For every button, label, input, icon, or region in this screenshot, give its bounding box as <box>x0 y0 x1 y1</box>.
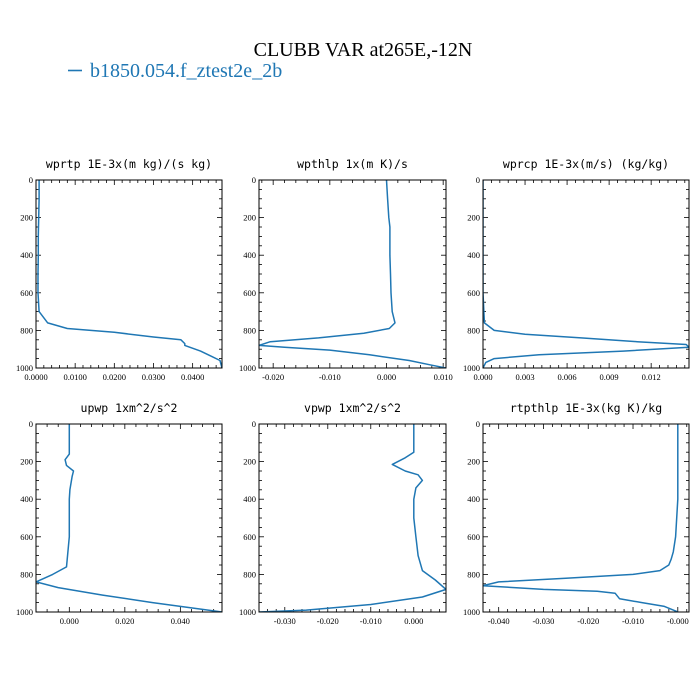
subplot-title: wpthlp 1x(m K)/s <box>297 157 408 171</box>
x-tick-label: 0.000 <box>404 616 423 626</box>
subplot-2: wpthlp 1x(m K)/s 0 200 400 600 800 1000 -0.020 -… <box>239 157 453 382</box>
y-tick-label: 200 <box>20 213 33 223</box>
subplot-title: vpwp 1xm^2/s^2 <box>304 401 401 415</box>
x-tick-label: 0.020 <box>115 616 134 626</box>
series-line-1 <box>36 424 222 612</box>
y-tick-label: 0 <box>476 175 480 185</box>
subplot-3: wprcp 1E-3x(m/s) (kg/kg) 0 200 400 600 800 100… <box>463 157 690 382</box>
x-tick-label: 0.009 <box>600 372 619 382</box>
subplot-title: upwp 1xm^2/s^2 <box>81 401 178 415</box>
x-tick-label: -0.010 <box>622 616 644 626</box>
y-tick-label: 0 <box>476 419 480 429</box>
y-tick-label: 200 <box>467 213 480 223</box>
series-line-1 <box>483 424 679 612</box>
legend-label: b1850.054.f_ztest2e_2b <box>90 60 282 82</box>
y-tick-label: 0 <box>252 419 256 429</box>
y-tick-label: 400 <box>20 494 33 504</box>
y-tick-label: 200 <box>20 457 33 467</box>
y-tick-label: 0 <box>29 419 33 429</box>
y-tick-label: 1000 <box>463 363 480 373</box>
x-tick-label: 0.0000 <box>24 372 47 382</box>
x-tick-label: -0.040 <box>488 616 510 626</box>
y-tick-label: 600 <box>20 288 33 298</box>
y-tick-label: 200 <box>243 213 256 223</box>
x-tick-label: 0.010 <box>434 372 453 382</box>
x-tick-label: -0.010 <box>360 616 382 626</box>
subplot-5: vpwp 1xm^2/s^2 0 200 400 600 800 1000 -0.030 -0.… <box>239 401 447 626</box>
y-tick-label: 0 <box>29 175 33 185</box>
series-line-1 <box>259 424 446 612</box>
legend: b1850.054.f_ztest2e_2b <box>68 60 282 82</box>
x-tick-label: 0.000 <box>473 372 492 382</box>
plot-frame <box>258 179 447 369</box>
y-tick-label: 400 <box>243 494 256 504</box>
y-tick-label: 400 <box>467 494 480 504</box>
series-line-1 <box>37 180 222 368</box>
y-tick-label: 1000 <box>239 607 256 617</box>
subplot-4: upwp 1xm^2/s^2 0 200 400 600 800 1000 0.000 0.02… <box>16 401 223 626</box>
y-tick-label: 200 <box>243 457 256 467</box>
series-line-1 <box>483 180 689 368</box>
y-tick-label: 400 <box>467 250 480 260</box>
y-tick-label: 800 <box>243 325 256 335</box>
x-tick-label: 0.012 <box>642 372 661 382</box>
plot-frame <box>482 179 690 369</box>
y-tick-label: 800 <box>243 569 256 579</box>
y-tick-label: 800 <box>467 325 480 335</box>
y-tick-label: 1000 <box>239 363 256 373</box>
series-line-1 <box>259 180 446 368</box>
y-tick-label: 1000 <box>16 607 33 617</box>
x-tick-label: -0.030 <box>274 616 296 626</box>
y-tick-label: 600 <box>243 532 256 542</box>
y-tick-label: 800 <box>20 325 33 335</box>
subplot-title: rtpthlp 1E-3x(kg K)/kg <box>510 401 662 415</box>
subplot-1: wprtp 1E-3x(m kg)/(s kg) 0 200 400 600 800 100… <box>16 157 223 382</box>
y-tick-label: 800 <box>467 569 480 579</box>
x-tick-label: 0.040 <box>171 616 190 626</box>
x-tick-label: 0.0100 <box>63 372 86 382</box>
y-tick-label: 600 <box>20 532 33 542</box>
x-tick-label: 0.000 <box>377 372 396 382</box>
x-tick-label: -0.030 <box>532 616 554 626</box>
plot-frame <box>35 179 223 369</box>
x-tick-label: -0.020 <box>317 616 339 626</box>
x-tick-label: 0.006 <box>558 372 577 382</box>
x-tick-label: 0.0300 <box>142 372 165 382</box>
y-tick-label: 1000 <box>463 607 480 617</box>
y-tick-label: 1000 <box>16 363 33 373</box>
x-tick-label: 0.0200 <box>103 372 126 382</box>
y-tick-label: 0 <box>252 175 256 185</box>
x-tick-label: -0.010 <box>319 372 341 382</box>
plot-frame <box>482 423 690 613</box>
subplot-6: rtpthlp 1E-3x(kg K)/kg02004006008001000-… <box>463 401 690 626</box>
plot-frame <box>35 423 223 613</box>
x-tick-label: 0.0400 <box>181 372 204 382</box>
y-tick-label: 600 <box>467 532 480 542</box>
x-tick-label: -0.020 <box>577 616 599 626</box>
y-tick-label: 800 <box>20 569 33 579</box>
subplot-grid: wprtp 1E-3x(m kg)/(s kg) 0 200 400 600 800 100… <box>16 157 690 626</box>
y-tick-label: 400 <box>20 250 33 260</box>
subplot-title: wprcp 1E-3x(m/s) (kg/kg) <box>503 157 669 171</box>
x-tick-label: -0.000 <box>667 616 689 626</box>
y-tick-label: 200 <box>467 457 480 467</box>
x-tick-label: -0.020 <box>262 372 284 382</box>
plot-frame <box>258 423 447 613</box>
y-tick-label: 600 <box>243 288 256 298</box>
x-tick-label: 0.003 <box>515 372 534 382</box>
x-tick-label: 0.000 <box>60 616 79 626</box>
y-tick-label: 400 <box>243 250 256 260</box>
y-tick-label: 600 <box>467 288 480 298</box>
subplot-title: wprtp 1E-3x(m kg)/(s kg) <box>46 157 212 171</box>
figure-title: CLUBB VAR at265E,-12N <box>254 39 473 61</box>
